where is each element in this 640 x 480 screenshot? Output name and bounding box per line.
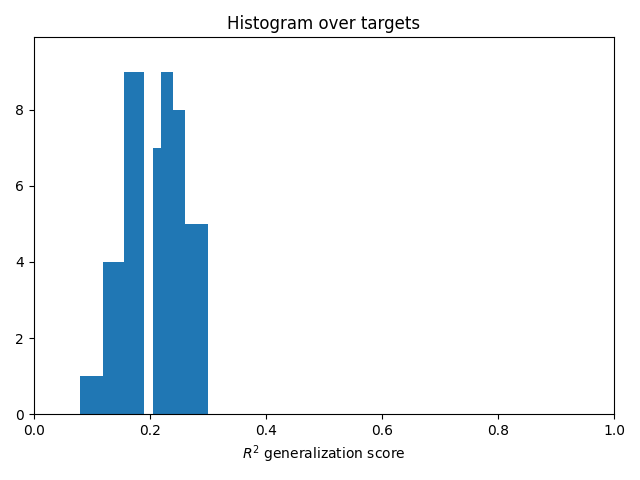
Bar <box>103 262 124 414</box>
Bar <box>161 72 173 414</box>
Bar <box>80 376 103 414</box>
Bar <box>184 224 208 414</box>
Bar <box>152 148 161 414</box>
Bar <box>173 109 184 414</box>
Title: Histogram over targets: Histogram over targets <box>227 15 420 33</box>
X-axis label: $R^2$ generalization score: $R^2$ generalization score <box>242 444 406 465</box>
Bar <box>124 72 144 414</box>
